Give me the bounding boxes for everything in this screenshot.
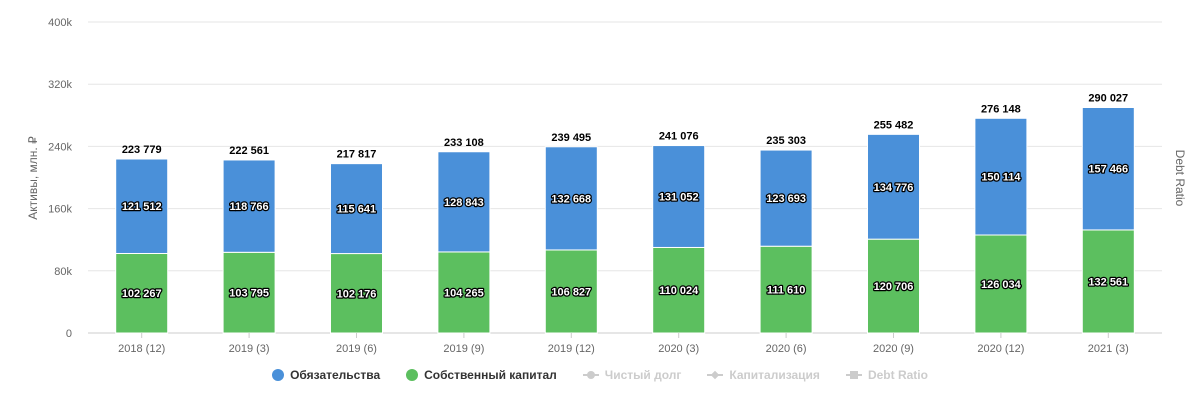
y-tick-label: 240k xyxy=(48,141,72,153)
y-tick-label: 80k xyxy=(54,266,72,278)
bar-total-label: 223 779 xyxy=(122,144,162,156)
legend-diamond-marker-icon xyxy=(707,369,724,381)
x-tick-label: 2019 (9) xyxy=(443,343,484,355)
bar-value-label: 102 267 xyxy=(122,288,162,300)
bar-total-label: 222 561 xyxy=(229,145,269,157)
legend-item[interactable]: Обязательства xyxy=(272,368,380,382)
bar-value-label: 102 176 xyxy=(337,288,377,300)
bar-total-label: 290 027 xyxy=(1088,93,1128,105)
bar-value-label: 157 466 xyxy=(1088,164,1128,176)
bar-segment[interactable] xyxy=(652,246,706,334)
bar-total-label: 276 148 xyxy=(981,103,1021,115)
bar-segment[interactable] xyxy=(867,133,920,240)
bar-value-label: 150 114 xyxy=(981,172,1021,184)
data-labels: 102 267 121 512 223 779 103 795 118 766 222 5… xyxy=(121,93,1130,302)
bar-segment[interactable] xyxy=(330,253,383,334)
x-tick-label: 2020 (3) xyxy=(658,343,699,355)
legend-label: Чистый долг xyxy=(604,368,682,382)
bar-segment[interactable] xyxy=(759,245,813,334)
bar-value-label: 110 024 xyxy=(659,285,699,297)
legend-item[interactable]: Собственный капитал xyxy=(406,368,557,382)
bar-value-label: 118 766 xyxy=(230,201,269,213)
legend-item[interactable]: Debt Ratio xyxy=(845,368,928,382)
x-tick-label: 2018 (12) xyxy=(118,343,165,355)
legend-dot-icon xyxy=(272,369,285,381)
bar-total-label: 217 817 xyxy=(337,149,377,161)
legend-label: Капитализация xyxy=(729,368,820,382)
x-tick-label: 2019 (6) xyxy=(336,343,377,355)
bar-value-label: 134 776 xyxy=(874,182,914,194)
y-tick-label: 320k xyxy=(48,79,72,91)
secondary-y-axis-title: Debt Ratio xyxy=(1173,150,1187,207)
legend-item[interactable]: Капитализация xyxy=(707,368,820,382)
bar-total-label: 233 108 xyxy=(444,137,484,149)
bar-total-label: 239 495 xyxy=(551,132,591,144)
bar-segment[interactable] xyxy=(974,234,1028,334)
bar-value-label: 123 693 xyxy=(766,193,806,205)
legend-dot-icon xyxy=(406,369,419,381)
bar-value-label: 120 706 xyxy=(874,281,914,293)
legend-item[interactable]: Чистый долг xyxy=(582,368,682,382)
bar-segment[interactable] xyxy=(115,158,169,254)
bar-total-label: 255 482 xyxy=(874,119,914,131)
bar-segment[interactable] xyxy=(867,238,920,334)
y-tick-label: 400k xyxy=(48,17,72,29)
bar-value-label: 121 512 xyxy=(122,201,162,213)
bar-segment[interactable] xyxy=(759,149,813,247)
bar-value-label: 104 265 xyxy=(444,287,484,299)
stacked-bar-chart: 102 267 121 512 223 779 103 795 118 766 222 5… xyxy=(26,17,1187,355)
bar-segment[interactable] xyxy=(1081,229,1135,334)
x-tick-label: 2020 (12) xyxy=(977,343,1024,355)
bar-value-label: 126 034 xyxy=(981,279,1022,291)
bar-value-label: 103 795 xyxy=(229,288,269,300)
bar-segment[interactable] xyxy=(437,251,491,334)
legend-label: Собственный капитал xyxy=(424,368,557,382)
bar-value-label: 132 561 xyxy=(1088,276,1128,288)
legend-label: Обязательства xyxy=(290,368,381,382)
y-axis-title: Активы, млн. ₽ xyxy=(26,136,40,220)
bar-total-label: 241 076 xyxy=(659,131,699,143)
bar-value-label: 111 610 xyxy=(767,285,806,297)
bar-segment[interactable] xyxy=(652,145,706,248)
bar-value-label: 106 827 xyxy=(551,286,591,298)
y-tick-label: 160k xyxy=(48,204,72,216)
bar-segment[interactable] xyxy=(222,159,276,253)
bar-segment[interactable] xyxy=(222,251,276,334)
bar-segment[interactable] xyxy=(1081,107,1135,231)
legend-square-marker-icon xyxy=(845,369,862,381)
bar-value-label: 128 843 xyxy=(444,197,484,209)
legend-label: Debt Ratio xyxy=(867,368,928,382)
bar-total-label: 235 303 xyxy=(766,135,806,147)
y-tick-label: 0 xyxy=(66,328,72,340)
x-tick-label: 2019 (3) xyxy=(229,343,270,355)
legend: Обязательства Собственный капитал Чистый д… xyxy=(0,368,1200,382)
axes: 0 80k 160k 240k 320k 400k 2018 (12) 2019 (3) 201… xyxy=(48,17,1129,355)
legend-circle-marker-icon xyxy=(582,369,599,381)
x-tick-label: 2020 (9) xyxy=(873,343,914,355)
bar-series xyxy=(115,107,1135,334)
x-tick-label: 2021 (3) xyxy=(1088,343,1129,355)
bar-segment[interactable] xyxy=(974,117,1028,236)
bar-segment[interactable] xyxy=(330,163,383,255)
bar-segment[interactable] xyxy=(437,151,491,253)
x-tick-label: 2019 (12) xyxy=(548,343,595,355)
x-tick-label: 2020 (6) xyxy=(766,343,807,355)
bar-value-label: 131 052 xyxy=(659,192,699,204)
bar-value-label: 132 668 xyxy=(551,193,591,205)
bar-segment[interactable] xyxy=(544,146,598,251)
bar-value-label: 115 641 xyxy=(337,204,376,216)
